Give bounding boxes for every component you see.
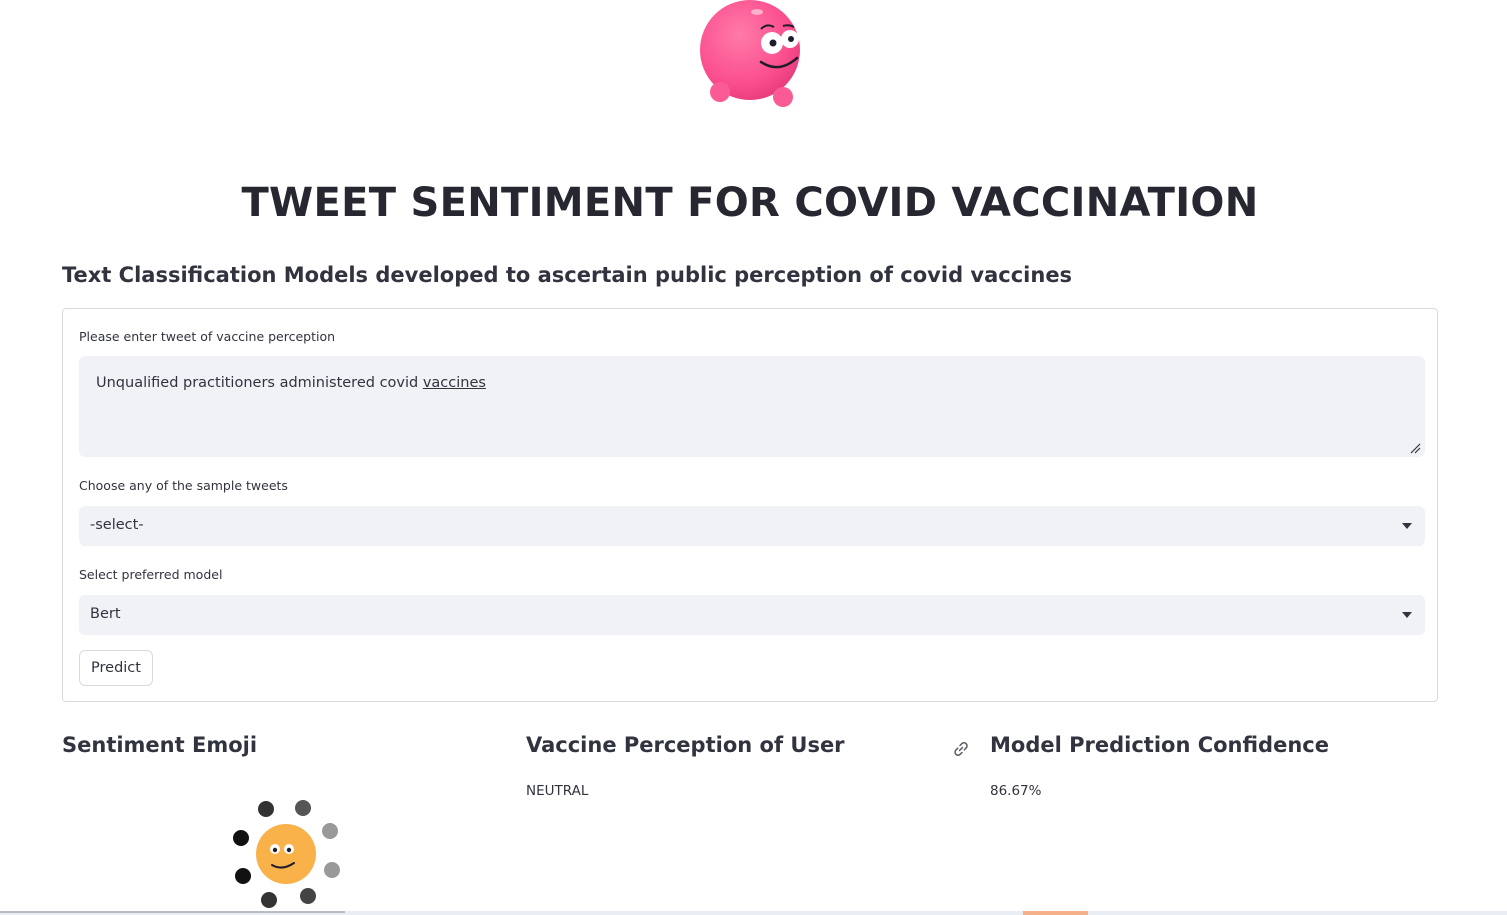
page-subtitle: Text Classification Models developed to … <box>62 263 1073 287</box>
tweet-textarea[interactable]: Unqualified practitioners administered c… <box>79 356 1425 457</box>
chevron-down-icon <box>1402 612 1412 618</box>
model-selected: Bert <box>90 606 121 622</box>
perception-value: NEUTRAL <box>526 783 589 799</box>
model-select[interactable]: Bert <box>79 595 1425 635</box>
tweet-input-label: Please enter tweet of vaccine perception <box>79 329 336 344</box>
confidence-heading: Model Prediction Confidence <box>990 733 1329 757</box>
sentiment-emoji-heading: Sentiment Emoji <box>62 733 258 757</box>
neutral-face-icon <box>233 800 340 908</box>
prediction-form: Please enter tweet of vaccine perception… <box>62 308 1438 702</box>
bottom-decoration-bar <box>0 911 1507 915</box>
link-icon[interactable] <box>951 739 971 759</box>
confidence-value: 86.67% <box>990 783 1042 799</box>
tweet-text-flagged-word: vaccines <box>422 375 486 391</box>
chevron-down-icon <box>1402 523 1412 529</box>
model-select-label: Select preferred model <box>79 567 223 582</box>
bottom-bar-segment-accent <box>1023 911 1088 915</box>
vaccine-perception-heading: Vaccine Perception of User <box>526 733 845 757</box>
page-title: TWEET SENTIMENT FOR COVID VACCINATION <box>241 180 1259 226</box>
sample-tweets-select[interactable]: -select- <box>79 506 1425 546</box>
mascot-logo-icon <box>700 0 800 107</box>
bottom-bar-segment <box>0 911 345 913</box>
tweet-text: Unqualified practitioners administered c… <box>96 375 423 391</box>
resize-handle-icon[interactable] <box>1409 442 1421 454</box>
sample-tweets-selected: -select- <box>90 517 144 533</box>
sample-tweets-label: Choose any of the sample tweets <box>79 478 288 493</box>
predict-button[interactable]: Predict <box>79 650 153 686</box>
